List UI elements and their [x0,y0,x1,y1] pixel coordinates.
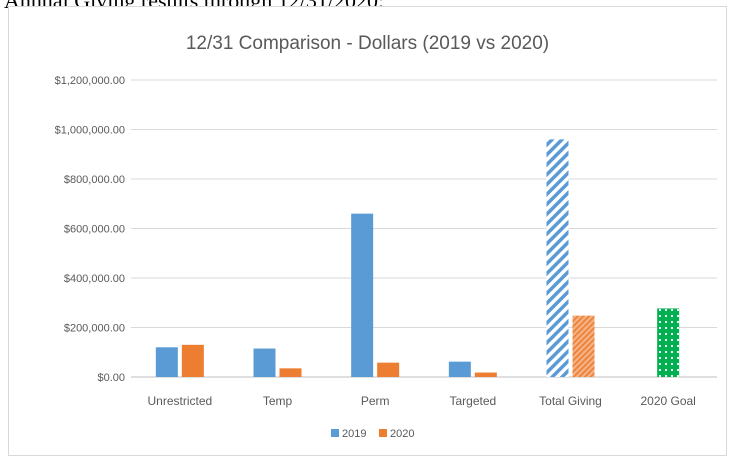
chart-title: 12/31 Comparison - Dollars (2019 vs 2020… [185,33,550,54]
chart-container: 12/31 Comparison - Dollars (2019 vs 2020… [8,6,727,456]
legend-swatch-2020 [379,429,387,437]
y-tick-label: $400,000.00 [64,273,125,285]
x-tick-label: 2020 Goal [640,394,695,408]
legend-label-2019: 2019 [342,428,366,440]
y-tick-label: $1,200,000.00 [55,75,125,87]
bar-unrestricted-2020 [181,344,204,377]
bar-targeted-2019 [448,361,471,377]
y-tick-label: $200,000.00 [64,323,125,335]
x-tick-label: Temp [263,394,293,408]
bar-chart: $0.00 $200,000.00 $400,000.00 $600,000.00 $8… [55,75,717,440]
y-tick-label: $1,000,000.00 [55,125,125,137]
bar-2020-goal-goal [657,308,680,377]
bar-total-giving-2020 [572,315,595,377]
legend-label-2020: 2020 [390,428,414,440]
bar-perm-2019 [351,213,374,377]
bar-targeted-2020 [474,372,497,377]
x-tick-label: Perm [361,394,390,408]
legend-swatch-2019 [331,429,339,437]
y-tick-label: $0.00 [97,372,125,384]
bar-temp-2020 [279,368,302,377]
bar-perm-2020 [377,362,400,377]
y-tick-label: $600,000.00 [64,224,125,236]
bar-total-giving-2019 [546,139,569,377]
bar-temp-2019 [253,348,276,377]
bar-unrestricted-2019 [155,347,178,377]
x-tick-label: Total Giving [539,394,602,408]
x-tick-label: Targeted [449,394,496,408]
y-tick-label: $800,000.00 [64,174,125,186]
x-tick-label: Unrestricted [147,394,212,408]
